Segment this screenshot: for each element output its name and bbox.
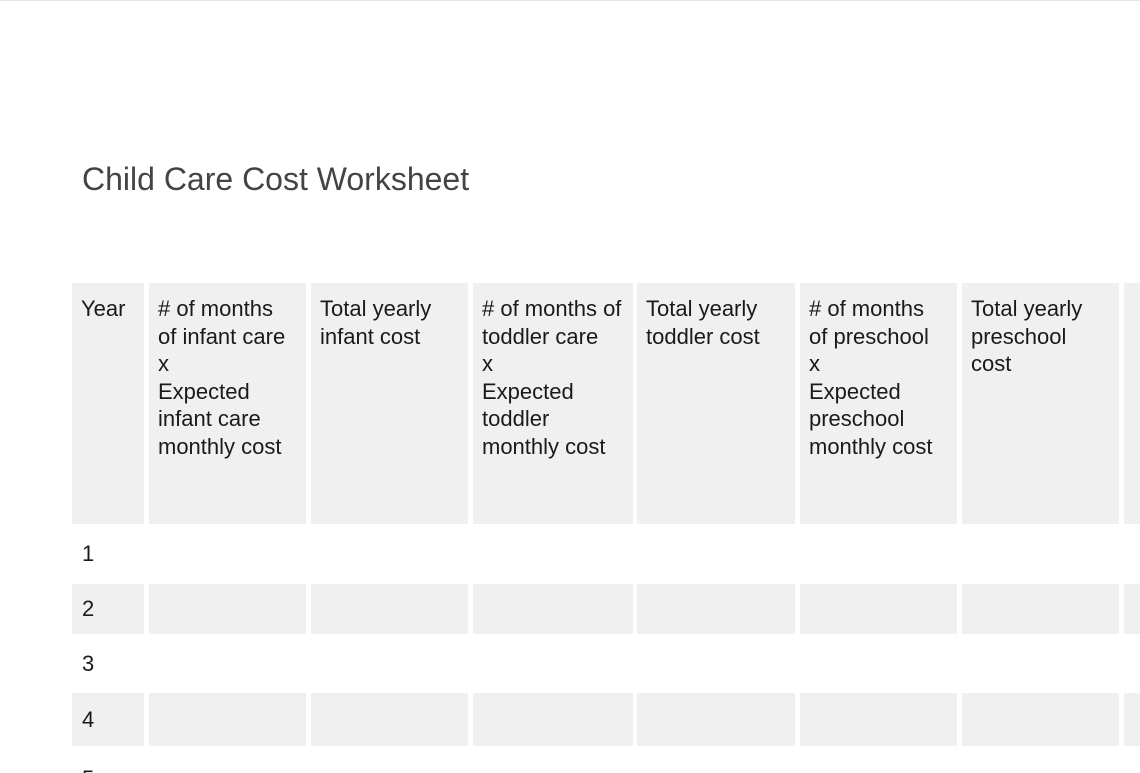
- header-cell: [1124, 283, 1140, 524]
- empty-cell: [149, 584, 306, 634]
- header-cell: Total yearly preschool cost: [962, 283, 1119, 524]
- year-cell: 3: [82, 650, 95, 676]
- empty-cell: [311, 584, 468, 634]
- header-cell: Total yearly toddler cost: [637, 283, 795, 524]
- header-cell: # of months of preschool x Expected pres…: [800, 283, 957, 524]
- header-cell: # of months of toddler care x Expected t…: [473, 283, 633, 524]
- empty-cell: [962, 693, 1119, 746]
- year-cell: 1: [82, 541, 95, 567]
- year-cell: 2: [72, 584, 144, 634]
- header-cell: # of months of infant care x Expected in…: [149, 283, 306, 524]
- empty-cell: [473, 584, 633, 634]
- empty-cell: [800, 693, 957, 746]
- year-cell: 5: [72, 749, 144, 773]
- header-cell: Year: [72, 283, 144, 524]
- empty-cell: [1124, 693, 1140, 746]
- year-cell: 4: [72, 693, 144, 746]
- page-title: Child Care Cost Worksheet: [82, 161, 470, 197]
- empty-cell: [800, 584, 957, 634]
- header-cell: Total yearly infant cost: [311, 283, 468, 524]
- empty-cell: [962, 584, 1119, 634]
- empty-cell: [1124, 584, 1140, 634]
- empty-cell: [311, 693, 468, 746]
- empty-cell: [637, 584, 795, 634]
- empty-cell: [637, 693, 795, 746]
- empty-cell: [473, 693, 633, 746]
- empty-cell: [149, 693, 306, 746]
